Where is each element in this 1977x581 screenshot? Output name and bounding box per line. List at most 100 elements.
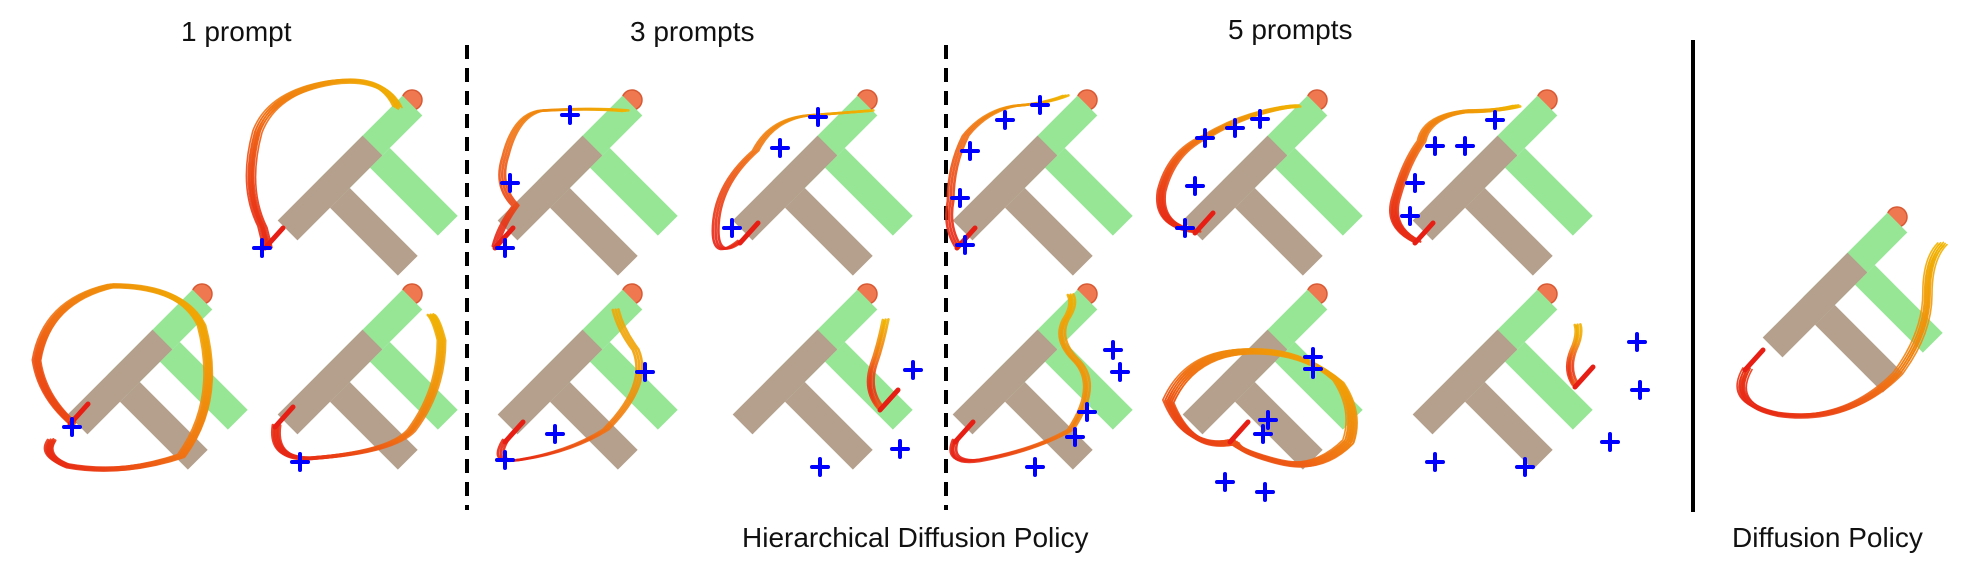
panel-6 [945, 89, 1133, 276]
trajectory [1172, 352, 1357, 468]
trajectory-tail [1412, 220, 1436, 246]
trajectory [1396, 105, 1522, 243]
trajectory-bundle [1566, 323, 1583, 388]
prompt-marker [1215, 472, 1235, 492]
prompt-marker [1025, 457, 1045, 477]
block-t-shape [497, 329, 638, 470]
block-t-shape [277, 135, 418, 276]
panel-7 [1155, 89, 1363, 276]
trajectory [1567, 324, 1579, 388]
prompt-marker [1065, 427, 1085, 447]
prompt-marker [1253, 424, 1273, 444]
block-t [1412, 135, 1553, 276]
block-t [1182, 329, 1323, 470]
trajectory [951, 294, 1088, 464]
prompt-marker [1485, 110, 1505, 130]
panel-8 [1389, 89, 1593, 276]
prompt-marker [1103, 340, 1123, 360]
prompt-marker [62, 417, 82, 437]
trajectory-bundle [245, 78, 403, 251]
prompt-marker [890, 439, 910, 459]
prompt-marker [1110, 362, 1130, 382]
prompt-marker [1175, 218, 1195, 238]
prompt-marker [1455, 136, 1475, 156]
prompt-marker [1250, 109, 1270, 129]
panel-3 [270, 283, 458, 472]
trajectory-tail [492, 225, 516, 251]
trajectory [717, 109, 875, 250]
panel-2 [31, 283, 248, 472]
trajectory-bundle [711, 109, 875, 251]
panel-1 [245, 78, 458, 276]
panel-13 [1412, 283, 1650, 477]
heading-3-prompts: 3 prompts [630, 16, 755, 47]
prompt-marker [545, 424, 565, 444]
block-t-shape [952, 329, 1093, 470]
prompt-marker [500, 173, 520, 193]
trajectory [872, 318, 890, 409]
prompt-marker [560, 105, 580, 125]
heading-5-prompts: 5 prompts [1228, 14, 1353, 45]
prompt-marker [1627, 332, 1647, 352]
prompt-marker [903, 360, 923, 380]
prompt-marker [495, 238, 515, 258]
prompt-marker [955, 235, 975, 255]
trajectory [1571, 323, 1583, 386]
block-t-shape [497, 135, 638, 276]
block-t [1762, 252, 1903, 393]
trajectory-bundle [270, 313, 447, 461]
heading-1-prompt: 1 prompt [181, 16, 292, 47]
panel-10 [732, 283, 923, 477]
trajectory [868, 319, 886, 411]
trajectory-bundle [31, 283, 214, 472]
trajectory-bundle [949, 293, 1091, 464]
panel-5 [711, 89, 913, 276]
block-t-shape [277, 329, 418, 470]
prompt-marker [1303, 347, 1323, 367]
trajectory [1745, 243, 1948, 418]
panels [31, 78, 1948, 502]
block-t-shape [732, 329, 873, 470]
panel-11 [949, 283, 1133, 477]
prompt-marker [995, 110, 1015, 130]
panel-4 [491, 89, 678, 276]
trajectory [254, 80, 403, 249]
prompt-marker [1225, 118, 1245, 138]
trajectory [278, 314, 447, 460]
trajectory [37, 285, 213, 472]
panel-9 [495, 283, 678, 470]
prompt-marker [722, 218, 742, 238]
prompt-marker [1425, 136, 1445, 156]
prompt-marker [960, 141, 980, 161]
trajectory-tail [952, 419, 976, 445]
trajectory-tail [1192, 210, 1216, 236]
trajectory-tail [1227, 419, 1251, 445]
trajectory-bundle [866, 318, 890, 411]
prompt-marker [635, 362, 655, 382]
prompt-marker [1400, 206, 1420, 226]
block-t [277, 329, 418, 470]
block-t [497, 135, 638, 276]
prompt-marker [810, 457, 830, 477]
prompt-marker [290, 452, 310, 472]
block-t-shape [1412, 329, 1553, 470]
prompt-marker [1255, 482, 1275, 502]
caption-hierarchical-diffusion-policy: Hierarchical Diffusion Policy [742, 522, 1089, 553]
block-t-shape [732, 135, 873, 276]
prompt-marker [1630, 380, 1650, 400]
prompt-marker [1185, 176, 1205, 196]
block-t-shape [952, 135, 1093, 276]
trajectory-tail [1742, 347, 1766, 373]
block-t [277, 135, 418, 276]
trajectory-tail [877, 387, 901, 413]
block-t [497, 329, 638, 470]
prompt-marker [1077, 402, 1097, 422]
prompt-marker [495, 450, 515, 470]
prompt-marker [1515, 457, 1535, 477]
trajectory-tail [1572, 364, 1596, 390]
trajectory [1741, 245, 1944, 419]
block-t [952, 329, 1093, 470]
prompt-marker [808, 107, 828, 127]
block-t-shape [1762, 252, 1903, 393]
